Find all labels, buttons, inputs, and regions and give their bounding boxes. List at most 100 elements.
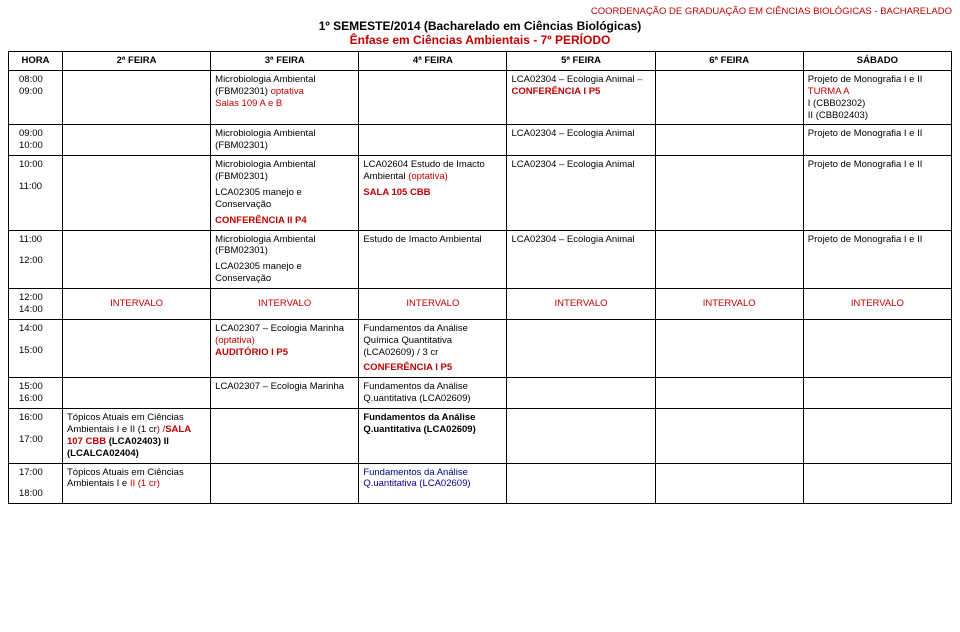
intervalo-cell: INTERVALO [63,289,211,320]
cell-4feira: Fundamentos da Análise Q.uantitativa (LC… [359,409,507,464]
cr-info: II (1 cr) [130,478,160,489]
course-text: Microbiologia Ambiental (FBM02301) [215,159,354,183]
paren: ) / [157,424,165,435]
col-5feira: 5ª FEIRA [507,52,655,71]
conference-tag: CONFERÊNCIA I P5 [511,86,600,97]
course-text-2: LCA02305 manejo e Conservação [215,261,354,285]
cell-2feira [63,230,211,289]
cell-3feira: LCA02307 – Ecologia Marinha (optativa) A… [211,319,359,378]
time-start: 10:00 [19,159,58,171]
time-start: 09:00 [19,128,58,140]
col-6feira: 6ª FEIRA [655,52,803,71]
row-1000: 10:00 11:00 Microbiologia Ambiental (FBM… [9,156,952,230]
col-4feira: 4ª FEIRA [359,52,507,71]
col-hora: HORA [9,52,63,71]
row-0900: 09:00 10:00 Microbiologia Ambiental (FBM… [9,125,952,156]
header-row: HORA 2ª FEIRA 3ª FEIRA 4ª FEIRA 5ª FEIRA… [9,52,952,71]
time-cell: 11:00 12:00 [9,230,63,289]
row-1700: 17:00 18:00 Tópicos Atuais em Ciências A… [9,463,952,504]
cell-3feira [211,463,359,504]
cell-5feira [507,378,655,409]
cell-4feira: Fundamentos da Análise Química Quantitat… [359,319,507,378]
row-1400: 14:00 15:00 LCA02307 – Ecologia Marinha … [9,319,952,378]
time-cell: 09:00 10:00 [9,125,63,156]
room-info: AUDITÓRIO I P5 [215,347,288,358]
time-cell: 10:00 11:00 [9,156,63,230]
intervalo-cell: INTERVALO [211,289,359,320]
cell-6feira [655,230,803,289]
time-cell: 17:00 18:00 [9,463,63,504]
dash: – [637,74,642,85]
optativa-tag: (optativa) [408,171,448,182]
time-cell: 14:00 15:00 [9,319,63,378]
intervalo-cell: INTERVALO [507,289,655,320]
cell-5feira: LCA02304 – Ecologia Animal – CONFERÊNCIA… [507,70,655,125]
time-end: 12:00 [19,255,58,267]
time-start: 12:00 [19,292,58,304]
conference-tag: CONFERÊNCIA I P5 [363,362,502,374]
cell-3feira: Microbiologia Ambiental (FBM02301) LCA02… [211,230,359,289]
cell-5feira: LCA02304 – Ecologia Animal [507,156,655,230]
time-start: 08:00 [19,74,58,86]
course-text-2: LCA02305 manejo e Conservação [215,187,354,211]
time-start: 17:00 [19,467,58,479]
time-end: 10:00 [19,140,58,152]
cell-3feira: Microbiologia Ambiental (FBM02301) [211,125,359,156]
cell-sab: Projeto de Monografia I e II [803,125,951,156]
cell-5feira [507,409,655,464]
time-start: 16:00 [19,412,58,424]
cell-3feira [211,409,359,464]
time-end: 14:00 [19,304,58,316]
col-2feira: 2ª FEIRA [63,52,211,71]
cell-2feira [63,125,211,156]
time-cell: 16:00 17:00 [9,409,63,464]
cell-sab [803,319,951,378]
row-0800: 08:00 09:00 Microbiologia Ambiental (FBM… [9,70,952,125]
cell-4feira: Fundamentos da Análise Q.uantitativa (LC… [359,378,507,409]
cell-4feira [359,125,507,156]
course-text: LCA02307 – Ecologia Marinha [215,323,344,334]
optativa-tag: optativa [271,86,304,97]
time-cell: 12:00 14:00 [9,289,63,320]
time-end: 11:00 [19,181,58,193]
cell-sab [803,409,951,464]
cell-5feira: LCA02304 – Ecologia Animal [507,230,655,289]
cell-6feira [655,409,803,464]
cell-5feira: LCA02304 – Ecologia Animal [507,125,655,156]
time-cell: 15:00 16:00 [9,378,63,409]
col-3feira: 3ª FEIRA [211,52,359,71]
cell-4feira: Fundamentos da Análise Q.uantitativa (LC… [359,463,507,504]
time-start: 15:00 [19,381,58,393]
intervalo-cell: INTERVALO [359,289,507,320]
time-cell: 08:00 09:00 [9,70,63,125]
cell-2feira: Tópicos Atuais em Ciências Ambientais I … [63,409,211,464]
time-end: 16:00 [19,393,58,405]
sab-line2: TURMA A [808,86,947,98]
course-text: Microbiologia Ambiental (FBM02301) [215,234,354,258]
cell-sab: Projeto de Monografia I e II [803,230,951,289]
cell-4feira [359,70,507,125]
cell-6feira [655,378,803,409]
intervalo-cell: INTERVALO [655,289,803,320]
cell-3feira: LCA02307 – Ecologia Marinha [211,378,359,409]
cell-sab: Projeto de Monografia I e II TURMA A I (… [803,70,951,125]
cell-6feira [655,125,803,156]
cell-4feira: Estudo de Imacto Ambiental [359,230,507,289]
course-text: Tópicos Atuais em Ciências Ambientais I … [67,467,184,490]
conference-tag: CONFERÊNCIA II P4 [215,215,354,227]
time-end: 09:00 [19,86,58,98]
cell-3feira: Microbiologia Ambiental (FBM02301) optat… [211,70,359,125]
cell-6feira [655,319,803,378]
time-start: 14:00 [19,323,58,335]
sab-line4: II (CBB02403) [808,110,947,122]
course-text: Fundamentos da Análise Química Quantitat… [363,323,502,359]
cell-2feira: Tópicos Atuais em Ciências Ambientais I … [63,463,211,504]
room-info: Salas 109 A e B [215,98,282,109]
time-end: 15:00 [19,345,58,357]
time-end: 18:00 [19,488,58,500]
cell-2feira [63,319,211,378]
cell-3feira: Microbiologia Ambiental (FBM02301) LCA02… [211,156,359,230]
page-title: 1º SEMESTE/2014 (Bacharelado em Ciências… [8,19,952,33]
room-info: SALA 105 CBB [363,187,502,199]
optativa-tag: (optativa) [215,335,255,346]
